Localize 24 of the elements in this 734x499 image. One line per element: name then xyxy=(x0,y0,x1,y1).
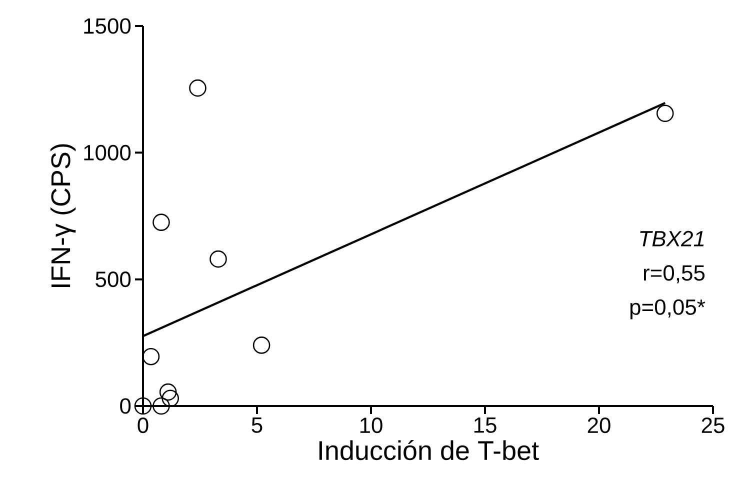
point xyxy=(152,214,170,231)
point xyxy=(134,397,152,415)
x-tick-label: 20 xyxy=(588,418,610,434)
y-tick-label: 500 xyxy=(96,272,131,288)
y-tick-label: 0 xyxy=(120,398,131,414)
x-tick-label: 25 xyxy=(702,418,724,434)
point xyxy=(252,336,270,354)
point xyxy=(159,383,177,401)
point xyxy=(152,397,170,415)
x-axis-title: Inducción de T-bet xyxy=(319,440,539,460)
x-tick-label: 0 xyxy=(138,418,148,434)
annotation: r=0,55 xyxy=(644,265,705,284)
point xyxy=(142,348,160,366)
y-axis-title: IFN-γ (CPS) xyxy=(50,144,76,287)
point xyxy=(210,250,227,268)
point xyxy=(656,104,674,122)
point xyxy=(189,79,206,97)
x-tick-label: 5 xyxy=(252,418,262,433)
annotation: p=0,05* xyxy=(630,299,706,320)
x-tick-label: 15 xyxy=(474,418,496,433)
y-tick-label: 1500 xyxy=(84,18,131,34)
annotation: TBX21 xyxy=(640,230,704,246)
x-tick-label: 10 xyxy=(360,418,382,434)
y-tick-label: 1000 xyxy=(84,144,131,160)
